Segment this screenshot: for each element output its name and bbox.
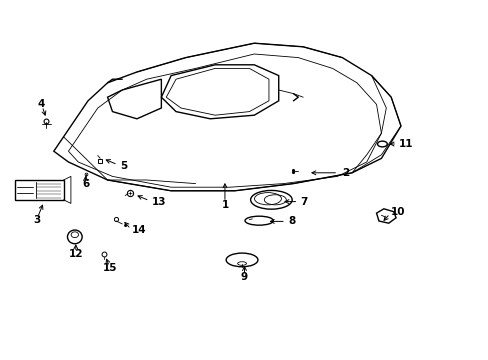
Text: 8: 8 — [288, 216, 295, 226]
Text: 2: 2 — [342, 168, 349, 178]
Text: 12: 12 — [68, 249, 83, 259]
Text: 10: 10 — [390, 207, 405, 217]
Text: 5: 5 — [120, 161, 127, 171]
Text: 15: 15 — [102, 263, 117, 273]
Text: 14: 14 — [132, 225, 146, 235]
Text: 3: 3 — [33, 215, 40, 225]
Text: 1: 1 — [221, 200, 228, 210]
Text: 6: 6 — [82, 179, 89, 189]
Text: 13: 13 — [151, 197, 166, 207]
Text: 7: 7 — [300, 197, 307, 207]
Text: 4: 4 — [38, 99, 45, 109]
Text: 11: 11 — [398, 139, 412, 149]
Text: 9: 9 — [241, 272, 247, 282]
